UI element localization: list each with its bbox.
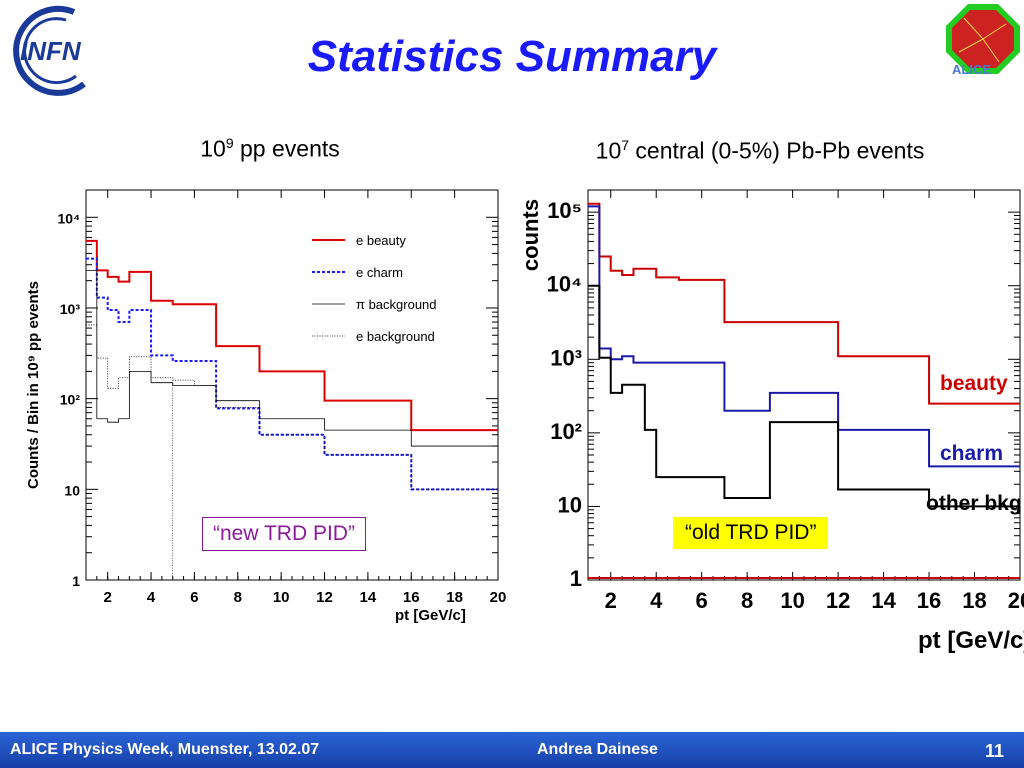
left-heading-exp: 9 <box>225 135 234 151</box>
right-x-tick-label: 14 <box>871 588 896 613</box>
right-series-2 <box>588 284 1020 508</box>
alice-logo: ALICE <box>946 4 1020 76</box>
right-x-tick-label: 8 <box>741 588 753 613</box>
left-y-tick-label: 10³ <box>60 301 81 317</box>
left-x-tick-label: 14 <box>360 589 377 606</box>
right-x-axis-label: pt [GeV/c] <box>918 627 1024 654</box>
left-y-tick-labels: 1 10 10² 10³ 10⁴ <box>58 210 81 589</box>
alice-logo-text: ALICE <box>952 62 991 76</box>
right-y-tick-label: 10³ <box>550 345 582 370</box>
footer-event: ALICE Physics Week, Muenster, 13.02.07 <box>10 741 320 758</box>
left-legend: e beauty e charm π background e background <box>312 233 437 344</box>
right-x-tick-label: 4 <box>650 588 663 613</box>
old-trd-pid-label: “old TRD PID” <box>673 517 829 549</box>
right-series-0 <box>588 202 1020 405</box>
right-y-tick-label: 10⁴ <box>547 272 582 297</box>
left-y-tick-label: 10⁴ <box>58 210 81 226</box>
left-x-tick-label: 2 <box>104 589 112 606</box>
left-series-0 <box>86 239 498 432</box>
left-x-axis-label: pt [GeV/c] <box>395 607 466 624</box>
right-series-label-1: charm <box>940 442 1003 465</box>
left-x-tick-labels: 2 4 6 8 10 12 14 16 18 20 <box>104 589 507 606</box>
right-x-tick-label: 10 <box>780 588 804 613</box>
footer-author: Andrea Dainese <box>537 741 658 758</box>
footer-bar <box>0 732 1024 768</box>
right-x-tick-labels: 2 4 6 8 10 12 14 16 18 20 <box>605 588 1024 613</box>
right-x-tick-label: 20 <box>1008 588 1024 613</box>
left-heading-base: 10 <box>200 135 226 162</box>
left-series <box>86 239 498 580</box>
left-x-tick-label: 16 <box>403 589 420 606</box>
page-number: 11 <box>985 741 1005 761</box>
left-chart-heading: 109 pp events <box>150 135 390 163</box>
right-y-tick-label: 1 <box>570 566 582 591</box>
right-x-tick-label: 12 <box>826 588 850 613</box>
right-series-1 <box>588 205 1020 468</box>
infn-logo: INFN <box>13 5 86 96</box>
right-x-tick-label: 2 <box>605 588 617 613</box>
right-y-tick-label: 10⁵ <box>547 198 582 223</box>
right-frame <box>587 189 1021 581</box>
right-heading-rest: central (0-5%) Pb-Pb events <box>629 137 925 164</box>
left-x-tick-label: 18 <box>446 589 463 606</box>
infn-logo-text: INFN <box>20 36 82 66</box>
left-series-3 <box>86 324 498 490</box>
right-y-tick-label: 10 <box>558 492 582 517</box>
right-x-tick-label: 6 <box>696 588 708 613</box>
left-x-tick-label: 6 <box>190 589 198 606</box>
new-trd-pid-label: “new TRD PID” <box>202 517 366 551</box>
left-ticks <box>85 189 499 581</box>
right-chart-heading: 107 central (0-5%) Pb-Pb events <box>540 137 980 165</box>
left-x-tick-label: 12 <box>316 589 333 606</box>
right-heading-base: 10 <box>595 137 622 164</box>
right-series <box>588 202 1020 579</box>
left-y-axis-label: Counts / Bin in 10⁹ pp events <box>25 281 42 489</box>
page-title: Statistics Summary <box>307 32 717 81</box>
left-frame <box>85 189 499 581</box>
right-series-labels: beauty charm other bkg <box>926 372 1022 515</box>
left-y-tick-label: 10 <box>64 482 80 498</box>
right-x-tick-label: 18 <box>962 588 986 613</box>
right-y-tick-labels: 1 10 10² 10³ 10⁴ 10⁵ <box>547 198 582 591</box>
left-x-tick-label: 4 <box>147 589 156 606</box>
pbpb-events-chart: 2 4 6 8 10 12 14 16 18 20 1 10 10² 10³ 10⁴ 10⁵ beauty c… <box>518 189 1024 654</box>
right-heading-exp: 7 <box>621 137 630 153</box>
left-legend-label-2: π background <box>356 297 437 312</box>
left-legend-label-3: e background <box>356 329 435 344</box>
right-series-label-0: beauty <box>940 372 1008 395</box>
left-x-tick-label: 20 <box>490 589 507 606</box>
left-y-tick-label: 10² <box>60 392 81 408</box>
left-y-tick-label: 1 <box>72 573 80 589</box>
right-y-axis-label: counts <box>518 199 543 271</box>
left-heading-rest: pp events <box>233 135 340 162</box>
right-x-tick-label: 16 <box>917 588 941 613</box>
left-series-2 <box>86 269 498 447</box>
left-legend-label-1: e charm <box>356 265 403 280</box>
left-x-tick-label: 10 <box>273 589 290 606</box>
left-series-1 <box>86 257 498 491</box>
left-x-tick-label: 8 <box>234 589 242 606</box>
right-series-label-2: other bkg <box>926 492 1022 515</box>
left-legend-label-0: e beauty <box>356 233 406 248</box>
right-y-tick-label: 10² <box>550 419 582 444</box>
